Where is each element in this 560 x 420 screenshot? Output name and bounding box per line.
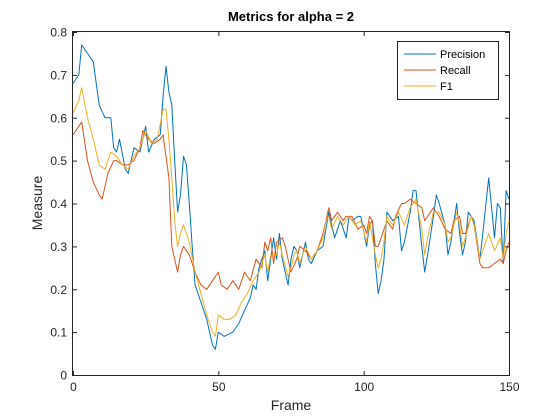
- x-axis-label: Frame: [271, 397, 312, 413]
- y-tick-label: 0.6: [50, 111, 67, 125]
- y-tick-label: 0.7: [50, 68, 67, 82]
- y-axis-label: Measure: [29, 176, 45, 231]
- series-line-recall: [72, 121, 510, 290]
- x-axis-ticks: 0 50 100 150: [70, 32, 520, 394]
- y-tick-label: 0.1: [50, 326, 67, 340]
- y-tick-label: 0.2: [50, 283, 67, 297]
- legend-label-f1: F1: [440, 81, 453, 93]
- y-tick-label: 0: [60, 369, 67, 383]
- y-tick-label: 0.4: [50, 197, 67, 211]
- x-tick-label: 0: [70, 380, 77, 394]
- series-line-precision: [72, 44, 510, 350]
- x-tick-label: 150: [499, 380, 519, 394]
- y-tick-label: 0.8: [50, 26, 67, 40]
- y-axis-ticks: 0 0.1 0.2 0.3 0.4 0.5 0.6 0.7 0.8: [50, 26, 509, 383]
- y-tick-label: 0.5: [50, 154, 67, 168]
- x-tick-label: 100: [354, 380, 374, 394]
- chart-legend: Precision Recall F1: [397, 41, 499, 100]
- series-layer: [72, 44, 510, 350]
- series-line-f1: [72, 87, 510, 337]
- chart-title: Metrics for alpha = 2: [228, 9, 354, 24]
- legend-label-recall: Recall: [440, 65, 471, 77]
- y-tick-label: 0.3: [50, 240, 67, 254]
- x-tick-label: 50: [212, 380, 226, 394]
- legend-label-precision: Precision: [440, 49, 485, 61]
